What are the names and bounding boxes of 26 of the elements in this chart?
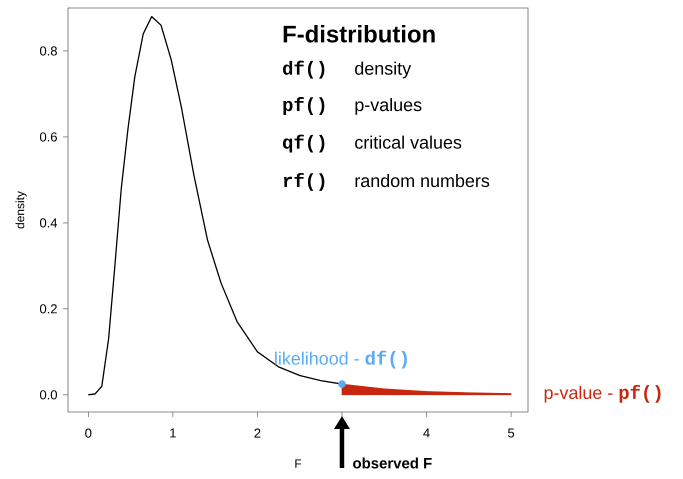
annotation: random numbers: [356, 174, 490, 188]
annotation: critical values: [355, 136, 462, 149]
annotation: qf(): [282, 134, 324, 153]
x-tick-label: 0: [85, 428, 92, 438]
annotation: rf(): [284, 172, 324, 191]
x-tick-label: 1: [170, 428, 176, 438]
y-axis-title: density: [16, 191, 27, 228]
y-tick-label: 0.8: [40, 46, 57, 56]
y-tick-label: 0.6: [40, 132, 57, 142]
y-tick-label: 0.4: [40, 218, 58, 228]
annotation: df(): [282, 60, 324, 79]
annotation: p-values: [355, 98, 422, 115]
annotation: F-distribution: [284, 25, 435, 43]
annotation: pf(): [283, 97, 324, 115]
x-tick-label: 5: [508, 428, 514, 438]
text: p-value -: [544, 386, 612, 403]
annotation: likelihood -: [275, 352, 359, 365]
y-tick-label: 0.2: [40, 304, 57, 314]
text: pf(): [620, 384, 661, 403]
y-tick-label: 0.0: [40, 390, 57, 400]
annotation: df(): [365, 350, 407, 369]
x-tick-label: 4: [423, 428, 430, 438]
x-axis-title: F: [295, 460, 302, 468]
x-tick-label: 2: [254, 428, 260, 438]
annotation: density: [355, 62, 412, 78]
text: observed F: [353, 458, 432, 468]
